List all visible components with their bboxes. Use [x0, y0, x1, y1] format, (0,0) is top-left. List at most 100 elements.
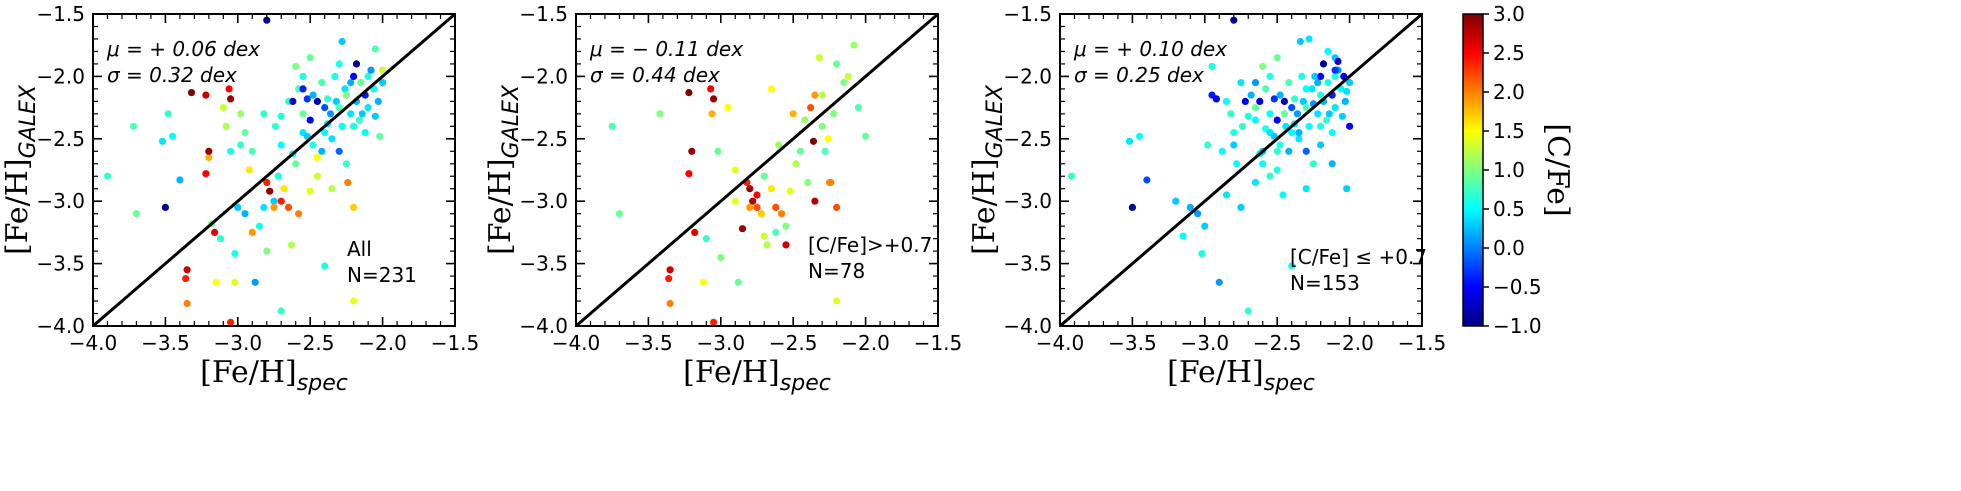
- data-point: [792, 160, 800, 168]
- data-point: [1341, 97, 1349, 105]
- data-point: [241, 129, 249, 137]
- x-tick-label: −4.0: [69, 331, 118, 355]
- data-point: [1259, 160, 1267, 168]
- data-point: [1308, 85, 1316, 93]
- data-point: [352, 60, 361, 68]
- data-point: [1262, 85, 1270, 93]
- data-point: [277, 197, 285, 205]
- data-point: [277, 307, 285, 315]
- panels: −4.0 −3.5 −3.0 −2.5 −2.0 −1.5 −4.0 −3.5 −3.0 −2.5…: [0, 2, 1446, 396]
- data-point: [1295, 129, 1303, 137]
- data-point: [1244, 112, 1252, 120]
- data-point: [245, 166, 253, 174]
- data-point: [824, 135, 832, 143]
- data-point: [804, 178, 812, 187]
- data-point: [818, 91, 826, 99]
- data-point: [342, 160, 350, 168]
- data-point: [350, 297, 358, 305]
- sample-count: N=153: [1290, 271, 1360, 295]
- data-point: [1266, 72, 1274, 80]
- sample-label: [C/Fe]>+0.7: [808, 233, 932, 257]
- data-point: [1346, 122, 1354, 130]
- data-point: [202, 170, 210, 178]
- y-axis-label: [Fe/H]GALEX: [0, 84, 41, 255]
- data-point: [1302, 185, 1310, 193]
- data-point: [182, 275, 190, 283]
- data-point: [1298, 72, 1306, 80]
- data-point: [1204, 141, 1212, 149]
- data-point: [306, 116, 314, 124]
- data-point: [1334, 57, 1342, 65]
- one-to-one-line: [92, 12, 456, 328]
- data-point: [753, 203, 761, 211]
- data-point: [815, 54, 823, 62]
- data-point: [187, 89, 196, 97]
- data-point: [299, 110, 307, 118]
- data-point: [1212, 95, 1220, 103]
- data-point: [1186, 203, 1194, 211]
- data-point: [827, 178, 835, 187]
- data-point: [734, 278, 742, 286]
- x-tick-label: −2.0: [1325, 331, 1374, 355]
- data-point: [313, 153, 321, 162]
- data-point: [1247, 91, 1255, 99]
- x-axis-label-sub: spec: [780, 371, 831, 396]
- y-tick-label: −4.0: [519, 314, 568, 338]
- data-point: [1317, 141, 1325, 149]
- stat-mu: μ = + 0.10 dex: [1073, 37, 1227, 61]
- data-point: [271, 122, 279, 130]
- stat-sigma: σ = 0.32 dex: [107, 63, 237, 87]
- data-point: [666, 266, 674, 274]
- data-point: [335, 147, 343, 155]
- data-point: [1230, 129, 1238, 137]
- panel-1: −4.0 −3.5 −3.0 −2.5 −2.0 −1.5 −4.0 −3.5 −3.0 −2.5…: [0, 2, 479, 396]
- data-point: [702, 235, 710, 243]
- data-point: [1251, 79, 1260, 87]
- data-point: [371, 112, 379, 120]
- data-point: [231, 250, 239, 258]
- y-tick-label: −1.5: [36, 2, 85, 26]
- y-tick-label: −4.0: [1003, 314, 1052, 338]
- y-axis-label: [Fe/H]GALEX: [967, 84, 1008, 255]
- data-point: [321, 129, 329, 137]
- data-point: [1338, 112, 1346, 120]
- data-point: [1251, 104, 1260, 112]
- data-point: [212, 278, 220, 286]
- data-point: [665, 275, 673, 283]
- data-point: [350, 122, 358, 130]
- stat-mu: μ = + 0.06 dex: [106, 37, 260, 61]
- data-point: [202, 91, 210, 99]
- data-point: [862, 132, 870, 140]
- scatter-points: [608, 41, 870, 326]
- ticks: [1059, 13, 1423, 327]
- data-point: [1273, 54, 1281, 62]
- data-point: [1302, 104, 1310, 112]
- data-point: [1251, 116, 1260, 124]
- data-point: [234, 203, 242, 211]
- data-point: [379, 66, 387, 74]
- data-point: [379, 79, 387, 87]
- data-point: [760, 172, 768, 180]
- data-point: [821, 147, 829, 155]
- data-point: [710, 318, 718, 326]
- y-axis-label-main: [Fe/H]: [483, 158, 518, 255]
- data-point: [1324, 79, 1332, 87]
- data-point: [364, 72, 372, 80]
- y-tick-label: −2.5: [519, 127, 568, 151]
- colorbar-tick-label: 0.0: [1493, 236, 1525, 260]
- data-point: [350, 203, 358, 211]
- sample-label: All: [347, 237, 372, 261]
- data-point: [338, 122, 346, 130]
- data-point: [782, 222, 790, 230]
- x-tick-label: −1.5: [431, 331, 480, 355]
- data-point: [1291, 95, 1299, 103]
- data-point: [760, 232, 768, 240]
- data-point: [355, 116, 363, 124]
- data-point: [775, 141, 783, 149]
- data-point: [164, 110, 172, 118]
- data-point: [183, 299, 191, 308]
- x-tick-label: −3.5: [624, 331, 673, 355]
- one-to-one-line: [1059, 12, 1423, 328]
- data-point: [299, 72, 307, 80]
